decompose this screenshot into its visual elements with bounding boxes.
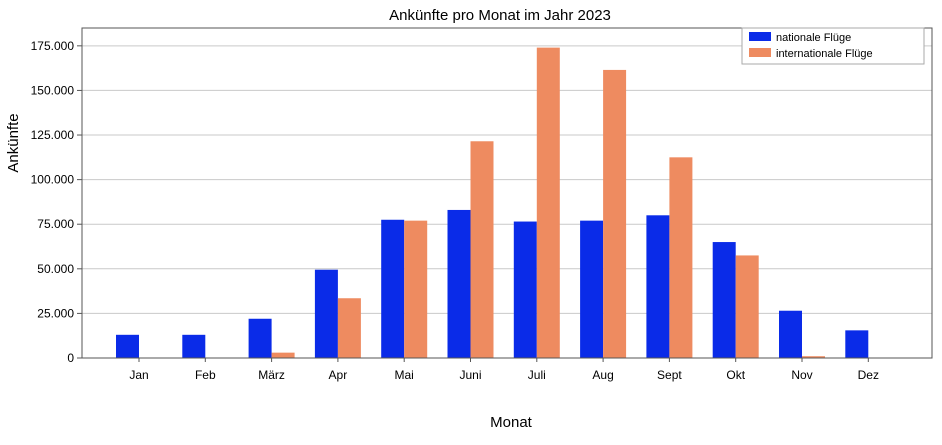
y-tick-label: 0 bbox=[67, 351, 74, 365]
x-tick-label: Juli bbox=[528, 368, 546, 382]
bar bbox=[646, 215, 670, 358]
x-tick-label: März bbox=[258, 368, 285, 382]
y-tick-label: 125.000 bbox=[31, 128, 75, 142]
y-tick-label: 50.000 bbox=[37, 262, 74, 276]
plot-frame bbox=[81, 27, 933, 359]
legend-swatch-nationale bbox=[749, 32, 771, 41]
bar bbox=[314, 269, 338, 358]
bar bbox=[603, 69, 627, 359]
bar bbox=[513, 221, 537, 358]
x-tick-label: Dez bbox=[858, 368, 879, 382]
y-tick-label: 25.000 bbox=[37, 306, 74, 320]
legend-swatch-internationale bbox=[749, 48, 771, 57]
x-tick-label: Sept bbox=[657, 368, 682, 382]
bar bbox=[536, 47, 560, 359]
y-tick-label: 150.000 bbox=[31, 83, 75, 97]
x-tick-label: Nov bbox=[791, 368, 812, 382]
x-tick-label: Mai bbox=[395, 368, 414, 382]
x-axis-label: Monat bbox=[490, 414, 533, 431]
y-tick-label: 175.000 bbox=[31, 39, 75, 53]
x-tick-label: Jan bbox=[129, 368, 148, 382]
legend: nationale Flüge internationale Flüge bbox=[741, 27, 925, 65]
legend-label-internationale: internationale Flüge bbox=[776, 48, 873, 60]
y-axis-ticks: 0 25.000 50.000 75.000 100.000 125.000 150.000… bbox=[31, 39, 82, 365]
legend-label-nationale: nationale Flüge bbox=[776, 32, 851, 44]
chart-title: Ankünfte pro Monat im Jahr 2023 bbox=[389, 7, 611, 24]
x-axis-ticks: Jan Feb März Apr Mai Juni Juli Aug Sept Okt Nov Dez bbox=[129, 358, 879, 382]
bar bbox=[248, 318, 272, 358]
y-tick-label: 100.000 bbox=[31, 173, 75, 187]
y-axis-label: Ankünfte bbox=[5, 113, 22, 172]
bar bbox=[580, 220, 604, 358]
bars bbox=[116, 47, 869, 359]
bar bbox=[470, 141, 494, 358]
gridlines bbox=[82, 45, 932, 314]
legend-box bbox=[741, 27, 925, 65]
bar bbox=[845, 330, 869, 358]
x-tick-label: Juni bbox=[459, 368, 481, 382]
x-tick-label: Apr bbox=[329, 368, 348, 382]
bar bbox=[337, 298, 361, 358]
bar bbox=[404, 220, 428, 358]
bar bbox=[802, 356, 825, 358]
bar bbox=[712, 242, 736, 358]
bar bbox=[116, 334, 139, 358]
bar bbox=[447, 209, 471, 358]
x-tick-label: Okt bbox=[726, 368, 745, 382]
bar bbox=[669, 157, 693, 358]
x-tick-label: Aug bbox=[592, 368, 613, 382]
x-tick-label: Feb bbox=[195, 368, 216, 382]
y-tick-label: 75.000 bbox=[37, 217, 74, 231]
bar bbox=[381, 219, 405, 358]
bar bbox=[735, 255, 759, 358]
bar bbox=[779, 310, 802, 358]
bar bbox=[182, 334, 206, 358]
bar bbox=[271, 352, 295, 358]
